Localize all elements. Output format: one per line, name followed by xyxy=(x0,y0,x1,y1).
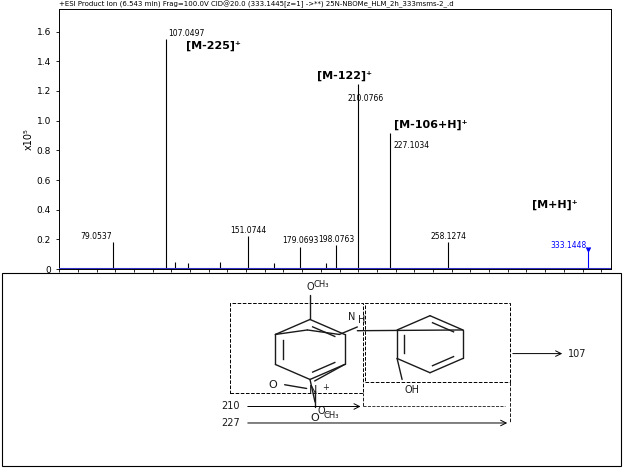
Bar xyxy=(365,303,510,382)
Text: [M+H]⁺: [M+H]⁺ xyxy=(532,199,578,210)
Text: 258.1274: 258.1274 xyxy=(430,232,466,241)
Text: 333.1448: 333.1448 xyxy=(550,241,586,250)
Text: N: N xyxy=(308,385,317,395)
Text: 210: 210 xyxy=(222,402,240,411)
Text: N: N xyxy=(348,313,355,322)
Text: H: H xyxy=(358,315,366,325)
Text: 210.0766: 210.0766 xyxy=(347,94,383,103)
Text: 227: 227 xyxy=(221,418,240,428)
Text: O: O xyxy=(306,283,314,292)
Text: 79.0537: 79.0537 xyxy=(80,232,112,241)
Text: 107: 107 xyxy=(568,349,586,358)
Y-axis label: x10⁵: x10⁵ xyxy=(24,128,34,150)
Text: [M-106+H]⁺: [M-106+H]⁺ xyxy=(394,119,467,130)
Text: 227.1034: 227.1034 xyxy=(394,141,430,150)
Bar xyxy=(230,303,363,393)
Text: CH₃: CH₃ xyxy=(314,280,330,289)
Text: [M-122]⁺: [M-122]⁺ xyxy=(317,70,373,80)
Text: 151.0744: 151.0744 xyxy=(230,226,266,235)
Text: OH: OH xyxy=(404,386,419,395)
Text: 198.0763: 198.0763 xyxy=(318,235,354,244)
Text: 107.0497: 107.0497 xyxy=(169,29,205,37)
Text: +: + xyxy=(323,383,330,392)
Text: ⁻: ⁻ xyxy=(325,411,330,421)
Text: O: O xyxy=(310,413,319,423)
X-axis label: Counts vs. Mass-to-Charge (m/z): Counts vs. Mass-to-Charge (m/z) xyxy=(261,292,409,301)
Text: O: O xyxy=(317,407,325,417)
Text: 179.0693: 179.0693 xyxy=(282,236,318,245)
Text: CH₃: CH₃ xyxy=(324,411,340,420)
Text: [M-225]⁺: [M-225]⁺ xyxy=(186,41,241,51)
Text: +ESI Product Ion (6.543 min) Frag=100.0V CID@20.0 (333.1445[z=1] ->**) 25N-NBOMe: +ESI Product Ion (6.543 min) Frag=100.0V… xyxy=(59,1,454,8)
Text: O: O xyxy=(268,380,277,390)
